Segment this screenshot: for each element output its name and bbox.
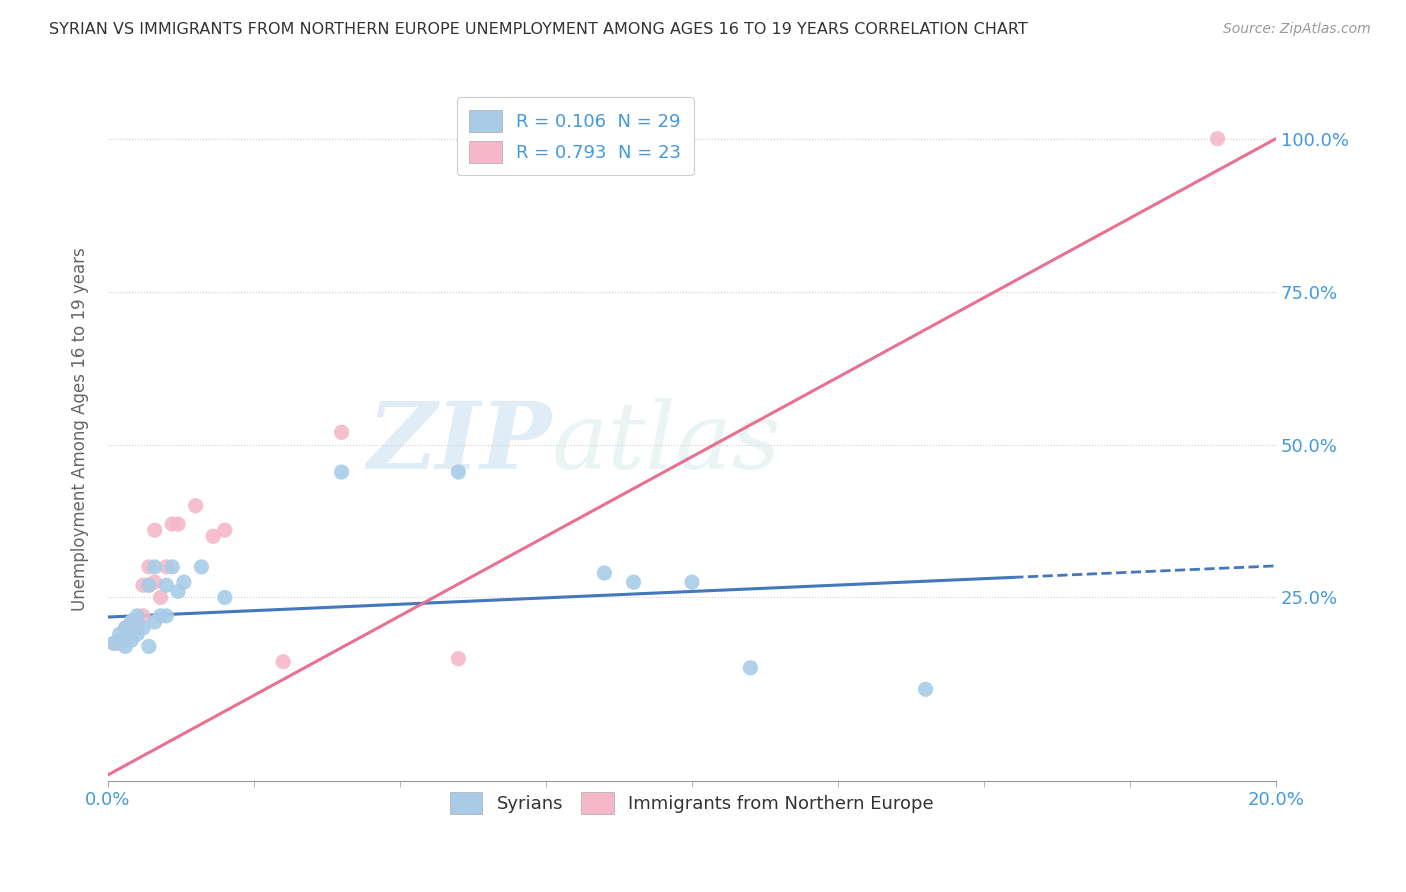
Point (1206, 131, 1229, 145)
Point (114, 621, 136, 635)
Point (114, 621, 136, 635)
Point (138, 560, 160, 574)
Point (173, 575, 195, 590)
Point (149, 608, 172, 623)
Point (623, 575, 645, 590)
Legend: Syrians, Immigrants from Northern Europe: Syrians, Immigrants from Northern Europe (439, 781, 945, 825)
Point (127, 621, 149, 635)
Point (330, 425, 353, 440)
Point (202, 529, 225, 543)
Point (120, 633, 142, 648)
Point (143, 560, 166, 574)
Point (138, 578, 160, 592)
Text: Source: ZipAtlas.com: Source: ZipAtlas.com (1223, 22, 1371, 37)
Point (108, 636, 131, 650)
Point (103, 636, 125, 650)
Point (132, 621, 155, 635)
Point (914, 682, 936, 697)
Point (127, 627, 149, 641)
Point (120, 615, 142, 629)
Point (330, 465, 353, 479)
Point (740, 661, 762, 675)
Point (155, 578, 177, 592)
Point (108, 627, 131, 641)
Point (143, 523, 166, 537)
Point (167, 516, 190, 531)
Point (114, 640, 136, 654)
Point (138, 640, 160, 654)
Point (593, 566, 616, 580)
Point (160, 560, 183, 574)
Point (447, 651, 470, 665)
Point (143, 615, 166, 629)
Point (143, 575, 166, 590)
Point (132, 608, 155, 623)
Point (120, 615, 142, 629)
Point (149, 591, 172, 605)
Point (214, 591, 236, 605)
Text: SYRIAN VS IMMIGRANTS FROM NORTHERN EUROPE UNEMPLOYMENT AMONG AGES 16 TO 19 YEARS: SYRIAN VS IMMIGRANTS FROM NORTHERN EUROP… (49, 22, 1028, 37)
Point (155, 608, 177, 623)
Point (167, 584, 190, 599)
Point (681, 575, 703, 590)
Text: atlas: atlas (551, 399, 782, 488)
Point (184, 499, 207, 513)
Point (138, 578, 160, 592)
Y-axis label: Unemployment Among Ages 16 to 19 years: Unemployment Among Ages 16 to 19 years (72, 247, 89, 611)
Point (271, 655, 294, 669)
Point (114, 630, 136, 644)
Point (103, 636, 125, 650)
Point (214, 523, 236, 537)
Point (160, 516, 183, 531)
Point (132, 578, 155, 592)
Point (447, 465, 470, 479)
Point (108, 633, 131, 648)
Point (127, 608, 149, 623)
Point (190, 560, 212, 574)
Text: ZIP: ZIP (367, 399, 551, 488)
Point (155, 560, 177, 574)
